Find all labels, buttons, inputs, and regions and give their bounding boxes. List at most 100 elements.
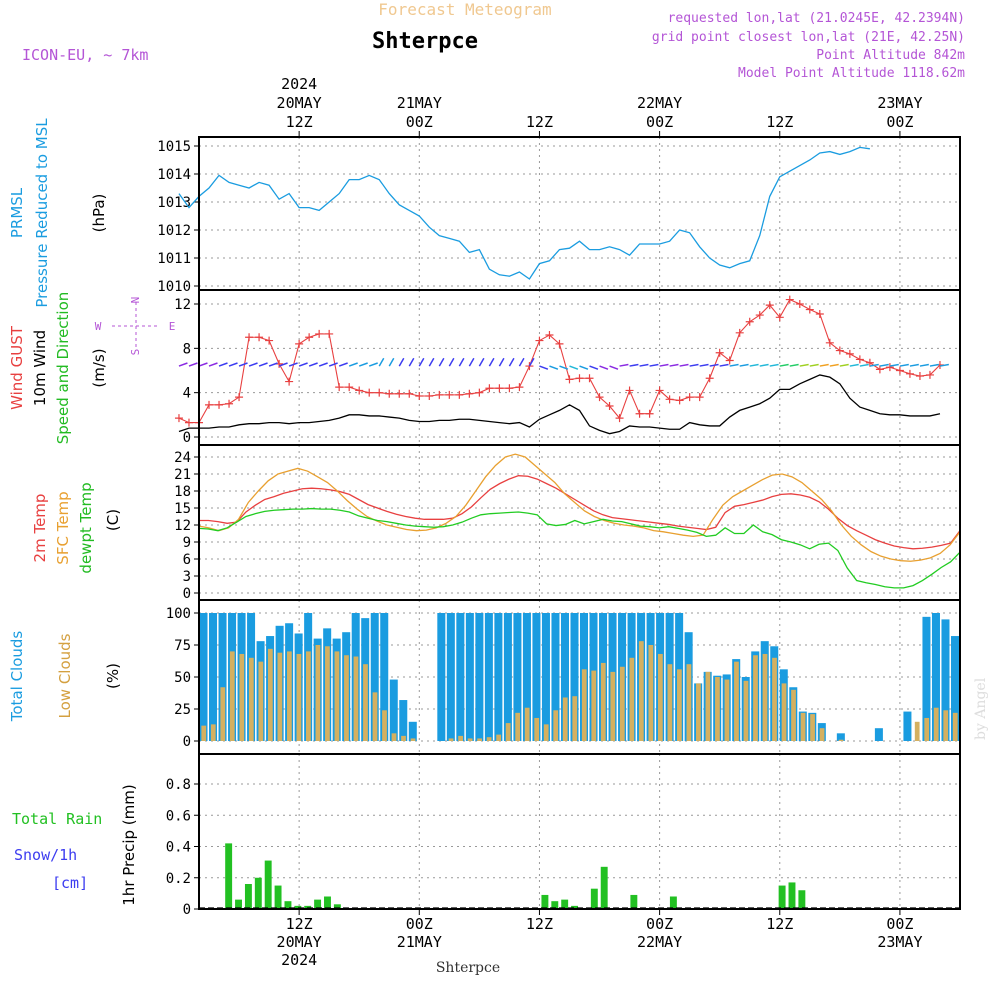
wind-gust-marker xyxy=(465,389,474,398)
wind-direction-arrow xyxy=(869,363,879,367)
total-cloud-bar xyxy=(484,613,493,741)
total-cloud-bar xyxy=(456,613,465,741)
wind-gust-marker xyxy=(215,400,224,409)
wind-gust-marker xyxy=(605,401,614,410)
pressure-label: Pressure Reduced to MSL xyxy=(33,118,51,308)
low-cloud-bar xyxy=(315,645,321,741)
y-tick-label: 1015 xyxy=(157,139,191,155)
total-cloud-bar xyxy=(389,679,398,741)
x-label-top: 2024 xyxy=(281,75,317,93)
rain-bar xyxy=(225,843,233,909)
wind-direction-arrow xyxy=(448,357,455,367)
place-title: Shterpce xyxy=(372,29,478,54)
wind-direction-arrow xyxy=(859,363,869,367)
y-tick-label: 1012 xyxy=(157,223,191,239)
low-cloud-bar xyxy=(372,692,378,741)
rain-bar xyxy=(551,901,559,909)
low-cloud-bar xyxy=(534,717,540,741)
low-cloud-bar xyxy=(800,712,806,741)
wind-gust-marker xyxy=(435,390,444,399)
wind-direction-arrow xyxy=(178,362,188,367)
wind-direction-arrow xyxy=(228,362,238,367)
total-cloud-bar xyxy=(513,613,522,741)
wind-direction-arrow xyxy=(759,363,769,367)
wind-gust-marker xyxy=(515,383,524,392)
wind-direction-arrow xyxy=(278,362,288,367)
y-tick-label: 15 xyxy=(174,501,191,517)
wind-direction-arrow xyxy=(709,363,719,367)
wind-gust-marker xyxy=(335,383,344,392)
total-cloud-bar xyxy=(836,733,845,741)
low-cloud-bar xyxy=(201,725,207,741)
low-cloud-bar xyxy=(819,728,825,741)
rain-bar xyxy=(254,877,262,909)
wind-gust-marker xyxy=(885,363,894,372)
wind-gust-marker xyxy=(174,414,183,423)
low-cloud-bar xyxy=(810,714,815,741)
rain-bar xyxy=(284,901,292,909)
wind-gust-marker xyxy=(685,393,694,402)
rain-bar xyxy=(600,866,608,909)
wind-gust-marker xyxy=(765,301,774,310)
wind-gust-marker xyxy=(495,384,504,393)
low-cloud-bar xyxy=(705,671,711,741)
low-cloud-bar xyxy=(448,738,454,741)
wind-gust-marker xyxy=(345,383,354,392)
total-cloud-bar xyxy=(437,613,446,741)
wind-direction-arrow xyxy=(328,362,338,367)
wind-gust-marker xyxy=(225,399,234,408)
low-cloud-bar xyxy=(239,653,245,741)
compass-south: S xyxy=(129,349,142,356)
x-label-bottom: 00Z xyxy=(646,915,673,933)
wind-direction-arrow xyxy=(478,357,485,367)
wind-gust-marker xyxy=(255,333,264,342)
wind-direction-arrow xyxy=(539,365,549,370)
low-cloud-bar xyxy=(467,738,473,741)
wind-direction-arrow xyxy=(919,363,929,367)
wind10m-label: 10m Wind xyxy=(31,330,49,406)
wind-gust-marker xyxy=(815,309,824,318)
wind-direction-arrow xyxy=(528,357,535,367)
wind-direction-arrow xyxy=(498,357,505,367)
wind-direction-arrow xyxy=(769,363,779,367)
requested-location: requested lon,lat (21.0245E, 42.2394N) xyxy=(668,11,965,26)
low-cloud-bar xyxy=(391,733,397,741)
wind-gust-marker xyxy=(265,336,274,345)
low-cloud-bar xyxy=(734,661,739,741)
low-cloud-bar xyxy=(715,677,720,741)
wind-direction-arrow xyxy=(188,362,198,367)
total-cloud-bar xyxy=(209,613,218,741)
wind-gust-marker xyxy=(395,389,404,398)
wind-direction-arrow xyxy=(799,363,809,367)
dewpt-line xyxy=(198,507,961,589)
wind-gust-marker xyxy=(205,400,214,409)
wind-direction-arrow xyxy=(729,363,739,367)
wind-direction-arrow xyxy=(789,363,799,367)
wind-gust-marker xyxy=(355,386,364,395)
low-cloud-bar xyxy=(638,641,644,741)
low-cloud-bar xyxy=(515,712,521,741)
wind-gust-marker xyxy=(555,339,564,348)
wind-direction-arrow xyxy=(559,365,569,370)
t2m-label: 2m Temp xyxy=(31,494,49,563)
wind-direction-arrow xyxy=(378,357,385,367)
panel-frame-pressure xyxy=(198,136,961,291)
low-cloud-bar xyxy=(524,707,530,741)
wind-direction-arrow xyxy=(879,363,889,367)
wind-gust-marker xyxy=(745,317,754,326)
model-altitude: Model Point Altitude 1118.62m xyxy=(738,66,965,81)
wind-gust-marker xyxy=(425,391,434,400)
wind-direction-arrow xyxy=(388,357,395,367)
wind-direction-arrow xyxy=(458,357,465,367)
low-cloud-bar xyxy=(619,666,625,741)
wind-gust-marker xyxy=(705,374,714,383)
low-cloud-bar xyxy=(791,689,796,741)
wind-gust-marker xyxy=(525,362,534,371)
wind-direction-arrow xyxy=(468,357,475,367)
footer-place: Shterpce xyxy=(436,960,500,976)
rain-bar xyxy=(669,896,677,909)
x-label-top: 00Z xyxy=(646,113,673,131)
wind-gust-marker xyxy=(375,388,384,397)
y-tick-label: 6 xyxy=(183,552,191,568)
wind-gust-marker xyxy=(585,374,594,383)
